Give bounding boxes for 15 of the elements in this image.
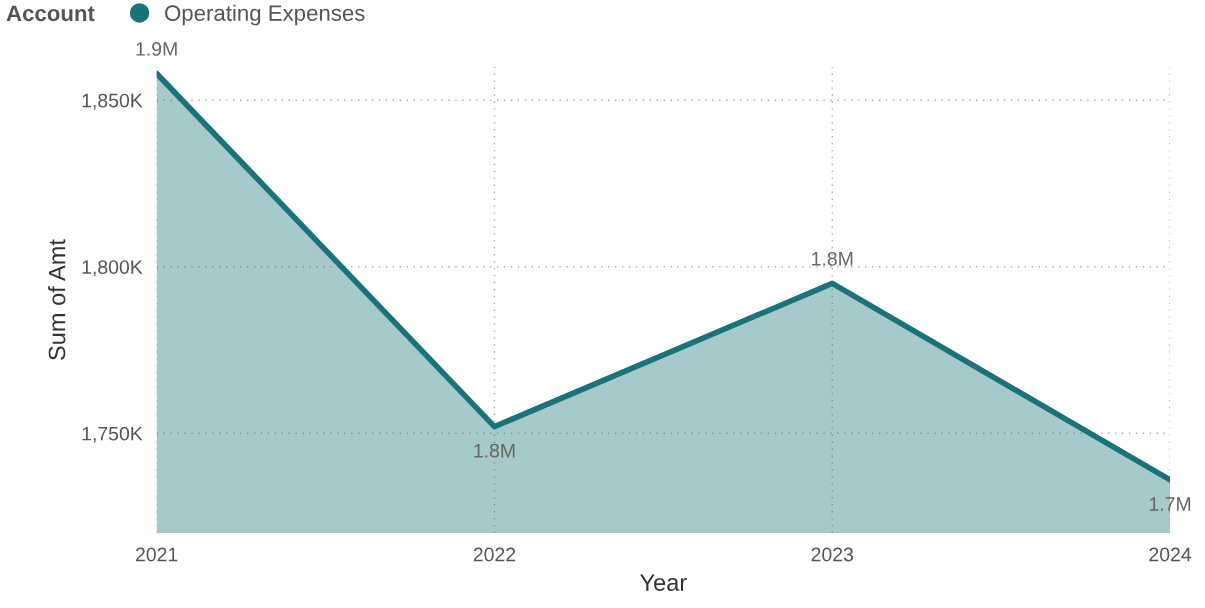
legend-label: Operating Expenses (165, 4, 365, 26)
x-axis-title: Year (640, 574, 687, 591)
data-label: 1.8M (812, 251, 853, 266)
y-tick-label: 1,750K (82, 426, 143, 443)
y-axis-title: Sum of Amt (48, 239, 66, 360)
data-label: 1.8M (474, 443, 515, 458)
x-tick-label: 2024 (1149, 547, 1192, 562)
y-tick-label: 1,800K (82, 260, 143, 277)
x-tick-label: 2023 (811, 547, 854, 562)
x-tick-label: 2022 (473, 547, 516, 562)
y-tick-label: 1,850K (82, 93, 143, 110)
data-label: 1.7M (1149, 497, 1191, 511)
x-tick-label: 2021 (136, 547, 178, 562)
data-label: 1.9M (136, 42, 177, 56)
legend-title: Account (6, 5, 95, 22)
